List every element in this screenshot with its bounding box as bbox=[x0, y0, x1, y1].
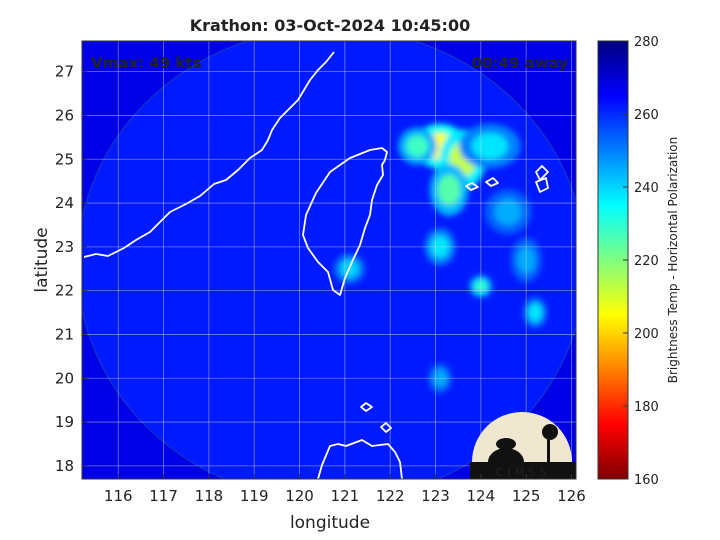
islet-d bbox=[485, 177, 499, 187]
colorbar-tick-label: 260 bbox=[634, 108, 659, 123]
islet-e bbox=[535, 165, 549, 181]
x-tick-label: 123 bbox=[421, 487, 450, 505]
x-tick-label: 122 bbox=[376, 487, 405, 505]
cold-feature bbox=[406, 135, 429, 158]
y-tick-label: 22 bbox=[55, 282, 74, 300]
islet-a bbox=[360, 402, 373, 412]
logo-dish bbox=[496, 438, 516, 450]
y-axis-label: latitude bbox=[32, 227, 52, 292]
china-coastline bbox=[83, 51, 335, 258]
colorbar-label: Brightness Temp - Horizontal Polarizatio… bbox=[666, 137, 680, 384]
x-tick-label: 125 bbox=[512, 487, 541, 505]
x-tick-label: 119 bbox=[240, 487, 269, 505]
colorbar-tick-label: 220 bbox=[634, 254, 659, 269]
vmax-label: Vmax: 49 kts bbox=[91, 54, 201, 72]
x-tick-label: 117 bbox=[149, 487, 178, 505]
logo-text: CIMSS bbox=[496, 466, 550, 479]
x-axis-label: longitude bbox=[290, 513, 370, 533]
colorbar: 160 180 200 220 240 260 280 Brightness Temp - … bbox=[597, 35, 680, 488]
x-tick-label: 126 bbox=[557, 487, 586, 505]
x-tick-label: 118 bbox=[195, 487, 224, 505]
x-tick-label: 121 bbox=[331, 487, 360, 505]
time-away-label: 00:49 away bbox=[472, 54, 569, 72]
y-tick-label: 20 bbox=[55, 369, 74, 387]
plot-frame bbox=[81, 40, 577, 480]
cold-feature bbox=[471, 132, 509, 160]
logo-water-tower-leg bbox=[547, 437, 550, 463]
coastlines bbox=[83, 51, 549, 479]
y-tick-label: 27 bbox=[55, 63, 74, 81]
colorbar-ticks: 160 180 200 220 240 260 280 bbox=[623, 35, 659, 488]
cold-feature bbox=[528, 303, 543, 322]
colorbar-tick-label: 180 bbox=[634, 400, 659, 415]
plot-area: CIMSS bbox=[82, 41, 576, 479]
x-tick-label: 120 bbox=[285, 487, 314, 505]
cold-feature bbox=[437, 174, 461, 206]
y-tick-label: 19 bbox=[55, 413, 74, 431]
chart-title: Krathon: 03-Oct-2024 10:45:00 bbox=[190, 16, 470, 35]
cold-feature bbox=[494, 198, 522, 225]
swath-layer bbox=[82, 41, 576, 479]
colorbar-tick-label: 200 bbox=[634, 327, 659, 342]
islet-b bbox=[380, 422, 392, 433]
cimss-logo: CIMSS bbox=[470, 412, 576, 479]
grid-lines bbox=[82, 41, 576, 479]
y-axis-ticks: 18 19 20 21 22 23 24 25 26 27 bbox=[55, 63, 87, 475]
colorbar-tick-label: 240 bbox=[634, 181, 659, 196]
y-tick-label: 24 bbox=[55, 194, 74, 212]
y-tick-label: 21 bbox=[55, 325, 74, 343]
islet-c bbox=[465, 182, 479, 191]
x-axis-ticks: 116 117 118 119 120 121 122 123 124 125 126 bbox=[104, 474, 586, 505]
taiwan-coastline bbox=[302, 147, 388, 296]
colorbar-tick-label: 160 bbox=[634, 473, 659, 488]
y-tick-label: 23 bbox=[55, 238, 74, 256]
y-tick-label: 26 bbox=[55, 106, 74, 124]
x-tick-label: 116 bbox=[104, 487, 133, 505]
islet-f bbox=[535, 177, 549, 193]
logo-banner bbox=[470, 462, 576, 479]
x-tick-label: 124 bbox=[467, 487, 496, 505]
logo-dome bbox=[488, 448, 524, 462]
y-tick-label: 25 bbox=[55, 150, 74, 168]
logo-water-tower bbox=[542, 424, 558, 440]
luzon-coastline bbox=[317, 439, 403, 479]
y-tick-label: 18 bbox=[55, 457, 74, 475]
colorbar-tick-label: 280 bbox=[634, 35, 659, 50]
